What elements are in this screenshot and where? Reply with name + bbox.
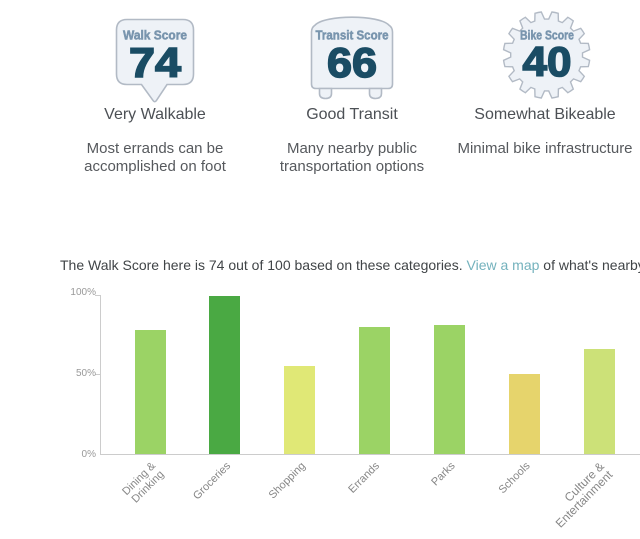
svg-text:40: 40 — [523, 38, 572, 85]
svg-text:Bike Score: Bike Score — [520, 29, 574, 43]
svg-text:74: 74 — [129, 39, 182, 86]
svg-text:Transit Score: Transit Score — [316, 29, 389, 43]
svg-text:66: 66 — [327, 39, 377, 86]
svg-text:Walk Score: Walk Score — [123, 29, 187, 43]
